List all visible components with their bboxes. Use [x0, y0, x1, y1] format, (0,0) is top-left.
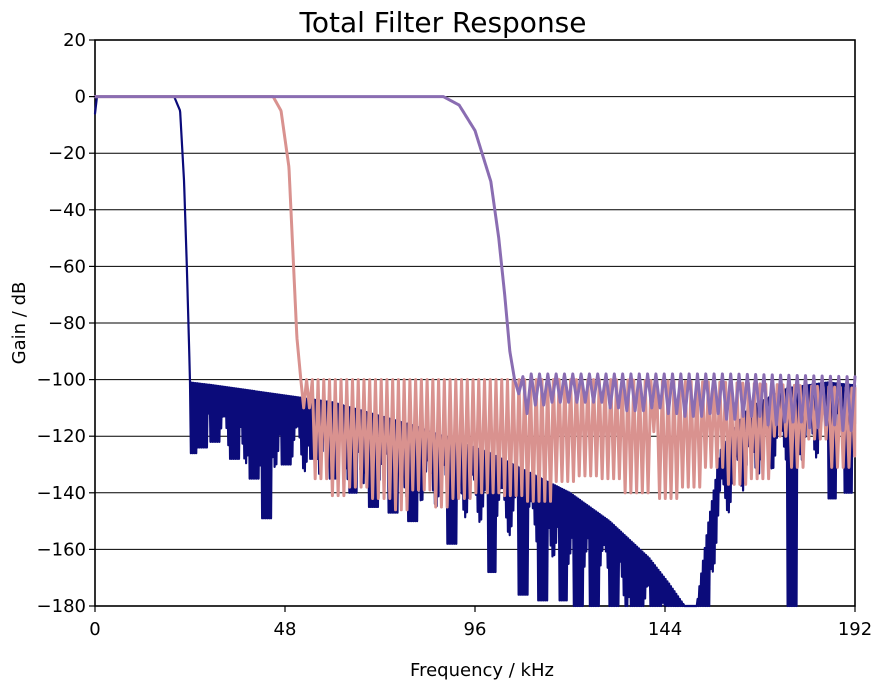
chart-title: Total Filter Response: [298, 6, 586, 39]
x-tick-label: 96: [464, 619, 487, 640]
y-tick-label: 20: [63, 30, 86, 51]
y-tick-label: −120: [37, 426, 86, 447]
x-tick-label: 144: [648, 619, 682, 640]
y-tick-label: 0: [75, 87, 86, 108]
y-tick-label: −180: [37, 596, 86, 617]
y-tick-label: −40: [48, 200, 86, 221]
y-tick-label: −20: [48, 143, 86, 164]
y-tick-label: −100: [37, 370, 86, 391]
y-tick-label: −160: [37, 539, 86, 560]
series-lines: [93, 95, 857, 608]
x-tick-label: 48: [274, 619, 297, 640]
y-tick-label: −80: [48, 313, 86, 334]
x-tick-label: 192: [838, 619, 872, 640]
y-tick-label: −60: [48, 256, 86, 277]
y-axis-label: Gain / dB: [9, 282, 30, 365]
axis-ticks: [89, 39, 856, 612]
y-tick-label: −140: [37, 483, 86, 504]
x-tick-label: 0: [89, 619, 100, 640]
series-line-3: [93, 95, 857, 433]
x-axis-label: Frequency / kHz: [410, 660, 554, 681]
